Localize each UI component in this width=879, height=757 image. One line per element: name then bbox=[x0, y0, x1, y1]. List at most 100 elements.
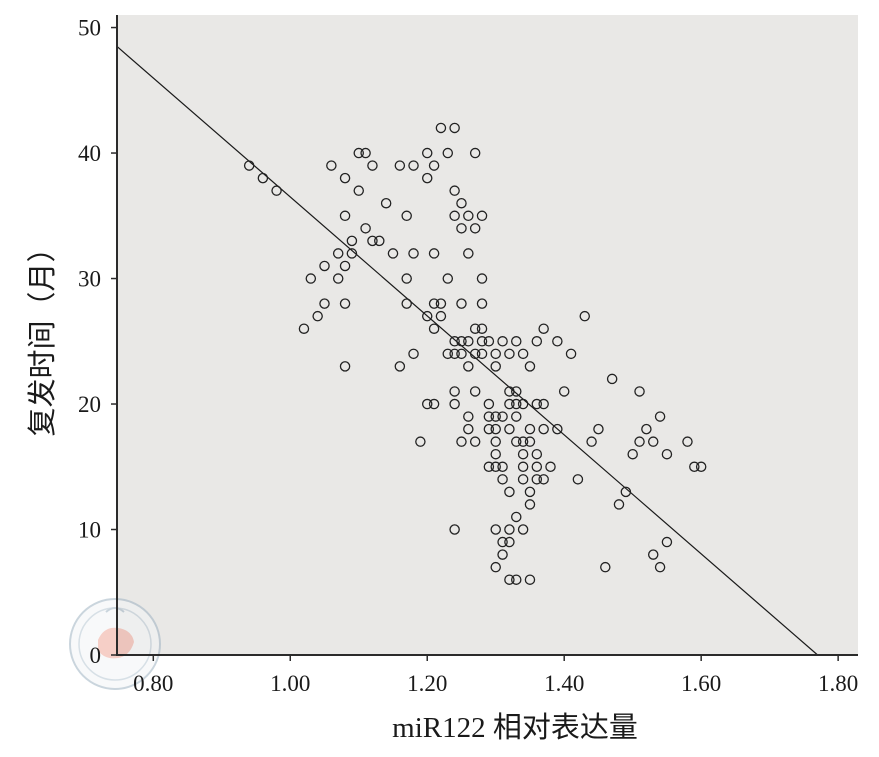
data-point bbox=[504, 423, 515, 435]
data-point bbox=[428, 248, 440, 259]
data-point bbox=[469, 348, 481, 360]
data-point bbox=[243, 160, 255, 171]
data-point bbox=[339, 210, 351, 222]
data-point bbox=[483, 411, 495, 422]
data-point bbox=[504, 386, 515, 397]
data-point bbox=[538, 398, 549, 410]
x-tick-label: 1.00 bbox=[270, 671, 310, 696]
data-point bbox=[545, 461, 556, 473]
data-point bbox=[339, 361, 351, 372]
data-point bbox=[428, 298, 440, 309]
data-point bbox=[476, 298, 488, 309]
data-point bbox=[449, 386, 460, 397]
data-point bbox=[257, 172, 269, 184]
data-point bbox=[319, 260, 330, 272]
data-point bbox=[490, 423, 501, 435]
y-axis-title: 复发时间（月） bbox=[26, 233, 59, 436]
data-point bbox=[319, 298, 330, 309]
data-point bbox=[552, 336, 563, 347]
data-point bbox=[517, 398, 529, 410]
data-point bbox=[511, 511, 522, 523]
data-point bbox=[394, 160, 406, 171]
data-point bbox=[463, 423, 474, 435]
data-point bbox=[463, 336, 474, 347]
data-point bbox=[497, 461, 508, 473]
data-point bbox=[449, 348, 460, 360]
x-axis-title: miR122 相对表达量 bbox=[392, 711, 638, 744]
data-point bbox=[456, 197, 467, 209]
data-point bbox=[490, 561, 501, 573]
y-tick-label: 50 bbox=[78, 16, 101, 41]
data-point bbox=[593, 423, 604, 435]
data-point bbox=[654, 411, 666, 422]
data-point bbox=[298, 323, 310, 334]
data-point bbox=[360, 147, 371, 159]
data-point bbox=[504, 574, 515, 585]
data-point bbox=[497, 411, 508, 422]
data-point bbox=[456, 336, 467, 347]
data-point bbox=[463, 248, 474, 259]
data-point bbox=[374, 235, 385, 247]
data-point bbox=[517, 448, 529, 460]
x-tick-label: 1.80 bbox=[818, 671, 858, 696]
data-point bbox=[620, 486, 632, 498]
data-point bbox=[497, 536, 508, 548]
data-point bbox=[339, 298, 351, 309]
data-point bbox=[558, 386, 570, 397]
data-point bbox=[490, 461, 501, 473]
data-point bbox=[552, 423, 563, 435]
data-point bbox=[271, 185, 282, 196]
data-point bbox=[456, 223, 467, 234]
data-point bbox=[627, 448, 638, 460]
data-point bbox=[600, 561, 611, 573]
data-point bbox=[476, 273, 488, 284]
data-point bbox=[524, 361, 536, 372]
data-point bbox=[504, 524, 515, 535]
data-point bbox=[606, 373, 618, 385]
data-point bbox=[360, 223, 371, 234]
data-point bbox=[511, 436, 522, 447]
data-point bbox=[490, 348, 501, 360]
data-point bbox=[504, 536, 515, 548]
data-point bbox=[483, 398, 495, 410]
data-point bbox=[483, 423, 495, 435]
data-point bbox=[408, 348, 419, 360]
data-point bbox=[346, 248, 358, 259]
data-point bbox=[401, 210, 412, 222]
data-point bbox=[511, 398, 522, 410]
data-point bbox=[367, 160, 378, 171]
data-point bbox=[517, 524, 529, 535]
data-point bbox=[634, 436, 645, 447]
data-point bbox=[442, 273, 454, 284]
data-point bbox=[490, 436, 501, 447]
data-point bbox=[456, 298, 467, 309]
data-point bbox=[517, 436, 529, 447]
y-axis-ticks: 0 10 20 30 40 50 bbox=[78, 16, 117, 668]
data-point bbox=[531, 336, 543, 347]
data-point bbox=[380, 197, 392, 209]
data-point bbox=[463, 361, 474, 372]
data-point bbox=[531, 448, 543, 460]
data-point bbox=[449, 398, 460, 410]
data-point bbox=[387, 248, 399, 259]
plot-area bbox=[117, 15, 858, 655]
data-point bbox=[572, 474, 584, 485]
data-point bbox=[469, 223, 481, 234]
data-point bbox=[449, 185, 460, 196]
data-point bbox=[661, 536, 673, 548]
data-point bbox=[428, 160, 440, 171]
data-point bbox=[463, 210, 474, 222]
data-point bbox=[394, 361, 406, 372]
data-point bbox=[332, 273, 344, 284]
x-tick-label: 0.80 bbox=[133, 671, 173, 696]
data-point bbox=[531, 474, 543, 485]
y-tick-label: 30 bbox=[78, 267, 101, 292]
data-point bbox=[456, 348, 467, 360]
data-point bbox=[647, 549, 659, 560]
data-point bbox=[517, 474, 529, 485]
data-point bbox=[490, 361, 501, 372]
y-tick-label: 10 bbox=[78, 518, 101, 543]
data-point bbox=[312, 310, 323, 322]
data-point bbox=[511, 411, 522, 422]
data-point bbox=[531, 398, 543, 410]
